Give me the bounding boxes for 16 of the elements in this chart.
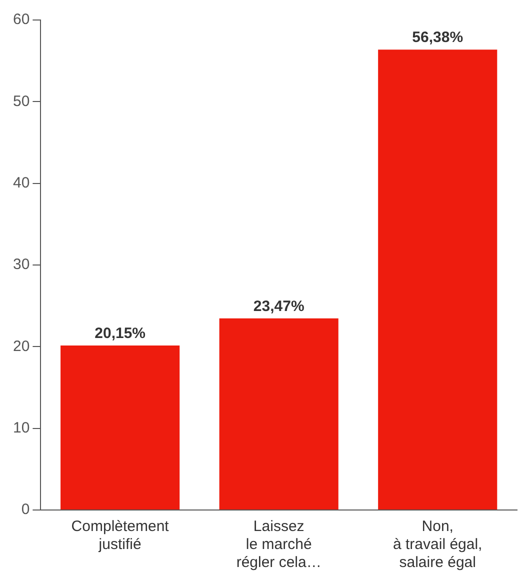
x-tick-label: Non, à travail égal, salaire égal [393,518,482,572]
bar [378,50,498,510]
y-tick-label: 60 [12,11,30,28]
y-tick-label: 40 [12,174,30,192]
data-label: 23,47% [253,298,304,315]
y-tick-label: 50 [12,92,30,110]
bar [60,345,180,510]
bar [219,318,338,510]
y-tick-label: 20 [12,338,30,355]
y-tick-label: 10 [12,419,30,436]
x-tick-label: Complètement justifié [71,518,170,554]
data-label: 56,38% [412,29,464,46]
data-label: 20,15% [94,325,146,342]
x-tick-label: Laissez le marché régler cela… [236,518,322,572]
y-tick-label: 0 [21,501,30,518]
y-tick-label: 30 [12,256,30,274]
